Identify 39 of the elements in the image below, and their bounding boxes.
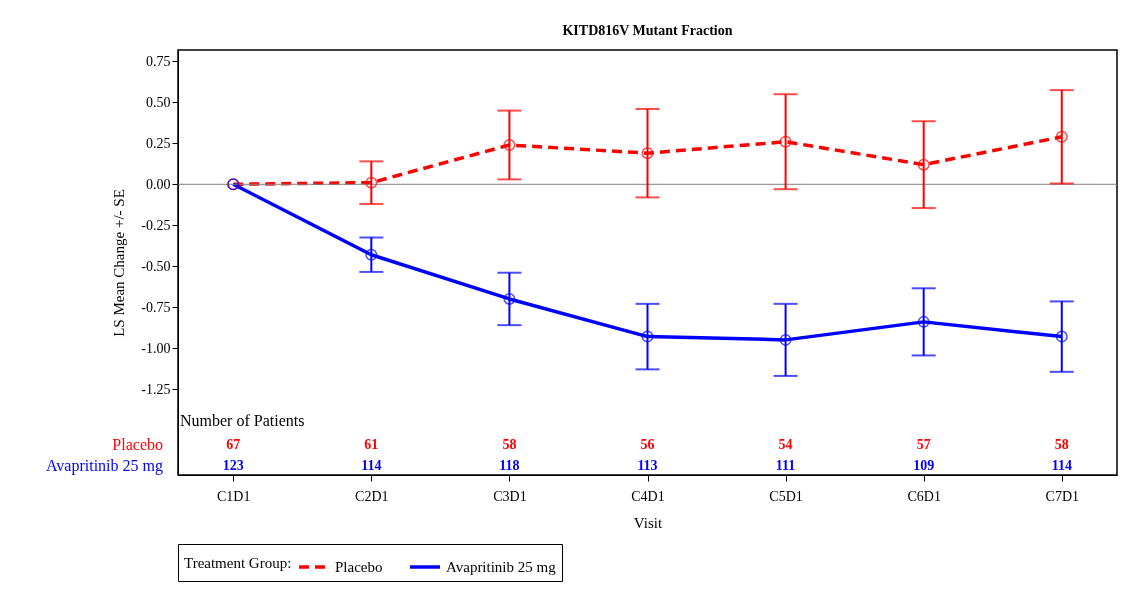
annotation: 109 (913, 458, 935, 473)
y-tick-label: 0.75 (146, 53, 171, 69)
annotation: 58 (1054, 437, 1069, 452)
x-axis-title: Visit (633, 514, 663, 531)
y-tick-label: -1.00 (141, 340, 171, 356)
legend-title: Treatment Group: (184, 555, 292, 571)
annotation: 111 (775, 458, 796, 473)
legend-label: Avapritinib 25 mg (446, 559, 557, 575)
y-tick-label: -0.75 (141, 299, 171, 315)
y-tick-label: 0.00 (146, 176, 171, 192)
annotation: 114 (1051, 458, 1072, 473)
annotation: 67 (226, 437, 241, 452)
x-tick-label: C7D1 (1045, 488, 1079, 504)
annotation: 58 (502, 437, 517, 452)
y-tick-label: 0.25 (146, 135, 171, 151)
annotation: Number of Patients (180, 412, 305, 429)
y-tick-label: 0.50 (146, 94, 171, 110)
legend-label: Placebo (335, 559, 383, 575)
y-axis-title: LS Mean Change +/- SE (111, 189, 128, 337)
y-tick-label: -0.50 (141, 258, 171, 274)
chart-title: KITD816V Mutant Fraction (562, 23, 733, 38)
annotation: 61 (364, 437, 379, 452)
annotation: 56 (640, 437, 655, 452)
x-tick-label: C3D1 (493, 488, 527, 504)
x-tick-label: C4D1 (631, 488, 665, 504)
annotation: 118 (499, 458, 520, 473)
annotation: 113 (637, 458, 658, 473)
y-tick-label: -0.25 (141, 217, 171, 233)
annotation: 57 (916, 437, 931, 452)
x-tick-label: C2D1 (355, 488, 389, 504)
x-tick-label: C5D1 (769, 488, 803, 504)
text: Avapritinib 25 mg (45, 457, 163, 475)
y-tick-label: -1.25 (141, 381, 171, 397)
annotation: 114 (361, 458, 382, 473)
annotation: 54 (778, 437, 793, 452)
annotation: 123 (222, 458, 244, 473)
text: Placebo (112, 436, 163, 453)
x-tick-label: C6D1 (907, 488, 941, 504)
x-tick-label: C1D1 (217, 488, 251, 504)
